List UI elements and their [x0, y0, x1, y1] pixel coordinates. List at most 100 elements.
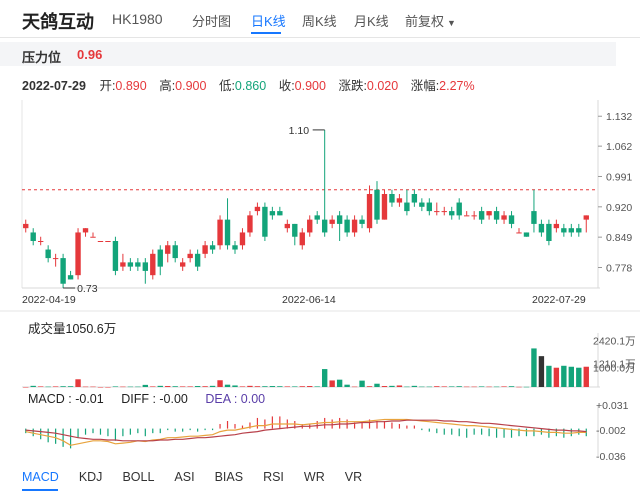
volume-bar [411, 385, 418, 387]
volume-bar [546, 365, 552, 387]
candle-body [553, 223, 560, 229]
candle-body [381, 194, 388, 220]
candle-body [292, 223, 298, 237]
candle-body [463, 215, 470, 217]
volume-bar [568, 366, 575, 387]
volume-bar [224, 384, 231, 387]
candle-body [419, 202, 425, 207]
candle-body [127, 262, 134, 267]
candle-body [568, 228, 575, 233]
tab-daily-k[interactable]: 日K线 [251, 14, 286, 29]
candle-body [583, 215, 589, 220]
candle-body [284, 223, 291, 229]
candle-body [344, 219, 350, 233]
price-tick-label: 0.991 [606, 171, 632, 183]
volume-bar [202, 386, 208, 387]
volume-bar [493, 386, 500, 388]
candle-body [60, 258, 66, 284]
price-tick-label: 0.778 [606, 262, 632, 274]
volume-bar [157, 385, 163, 387]
candle-body [202, 245, 208, 254]
volume-bar [456, 386, 462, 387]
candle-body [269, 211, 276, 216]
indicator-tab-bias[interactable]: BIAS [214, 470, 244, 484]
volume-bar [172, 386, 178, 387]
close-label: 收: [278, 79, 295, 93]
volume-bar [105, 387, 111, 388]
candle-body [23, 223, 29, 229]
indicator-tab-vr[interactable]: VR [344, 470, 363, 484]
indicator-tab-macd[interactable]: MACD [22, 470, 59, 484]
volume-bar [374, 383, 380, 387]
volume-bar [449, 386, 455, 387]
indicator-tab-rsi[interactable]: RSI [263, 470, 284, 484]
pct-value: 2.27% [439, 79, 475, 93]
volume-bar [60, 386, 66, 387]
volume-bar [217, 380, 223, 387]
volume-bar [463, 386, 470, 388]
volume-bar [209, 385, 216, 387]
candle-body [389, 194, 395, 203]
candle-body [441, 211, 447, 213]
candle-body [366, 194, 373, 229]
volume-bar [314, 386, 320, 387]
volume-bar [396, 385, 403, 387]
candle-body [209, 245, 216, 250]
candle-body [546, 223, 552, 241]
tab-monthly-k[interactable]: 月K线 [354, 14, 389, 29]
diff-value: DIFF : -0.00 [121, 392, 188, 406]
macd-header: MACD : -0.01 DIFF : -0.00 DEA : 0.00 [28, 392, 279, 406]
volume-bar [366, 386, 373, 387]
volume-bar [75, 379, 81, 387]
open-value: 0.890 [115, 79, 147, 93]
volume-bar [37, 386, 44, 387]
volume-bar [239, 386, 246, 387]
indicator-tab-asi[interactable]: ASI [174, 470, 195, 484]
quote-row: 2022-07-29 开:0.890 高:0.900 低:0.860 收:0.9… [22, 75, 484, 94]
candle-body [486, 211, 492, 216]
volume-bar [165, 386, 171, 387]
volume-bar [553, 367, 560, 387]
pressure-label: 压力位 [22, 50, 62, 65]
low-annotation: 0.73 [77, 283, 98, 295]
volume-tick-label: 2420.1万 [593, 335, 636, 347]
candle-body [576, 228, 582, 233]
macd-tick-label: -0.002 [596, 425, 626, 437]
change-label: 涨跌: [338, 79, 367, 93]
candle-body [374, 189, 380, 220]
volume-tick-label: 1000.0万 [593, 363, 636, 375]
volume-bar [486, 386, 492, 388]
indicator-tab-boll[interactable]: BOLL [122, 470, 155, 484]
candle-body [165, 245, 171, 254]
volume-bar [292, 386, 298, 387]
kline-chart[interactable]: 1.1321.0620.9910.9200.8490.7781.100.7320… [0, 0, 640, 470]
candle-body [307, 219, 313, 233]
tab-weekly-k[interactable]: 周K线 [302, 14, 337, 29]
volume-bar [277, 386, 283, 387]
volume-bar [120, 386, 126, 388]
candle-body [359, 219, 365, 224]
candle-body [277, 211, 283, 216]
volume-bar [52, 386, 59, 387]
low-label: 低: [218, 79, 235, 93]
pressure-value: 0.96 [77, 47, 103, 62]
volume-bar [284, 386, 291, 387]
indicator-tab-wr[interactable]: WR [303, 470, 325, 484]
x-tick-end: 2022-07-29 [532, 294, 586, 306]
candle-body [456, 202, 462, 216]
indicator-tab-kdj[interactable]: KDJ [78, 470, 103, 484]
volume-bar [381, 386, 388, 387]
active-tab-indicator [251, 32, 281, 34]
volume-bar [344, 384, 350, 387]
volume-bar [67, 386, 74, 387]
price-tick-label: 0.849 [606, 232, 632, 244]
candle-body [67, 275, 74, 280]
tab-intraday[interactable]: 分时图 [192, 14, 232, 29]
volume-bar [516, 386, 522, 388]
volume-bar [90, 386, 96, 388]
high-value: 0.900 [175, 79, 207, 93]
candle-body [538, 223, 545, 233]
adjust-dropdown[interactable]: 前复权 ▼ [405, 11, 456, 30]
candle-body [232, 245, 238, 250]
volume-bar [583, 366, 589, 387]
